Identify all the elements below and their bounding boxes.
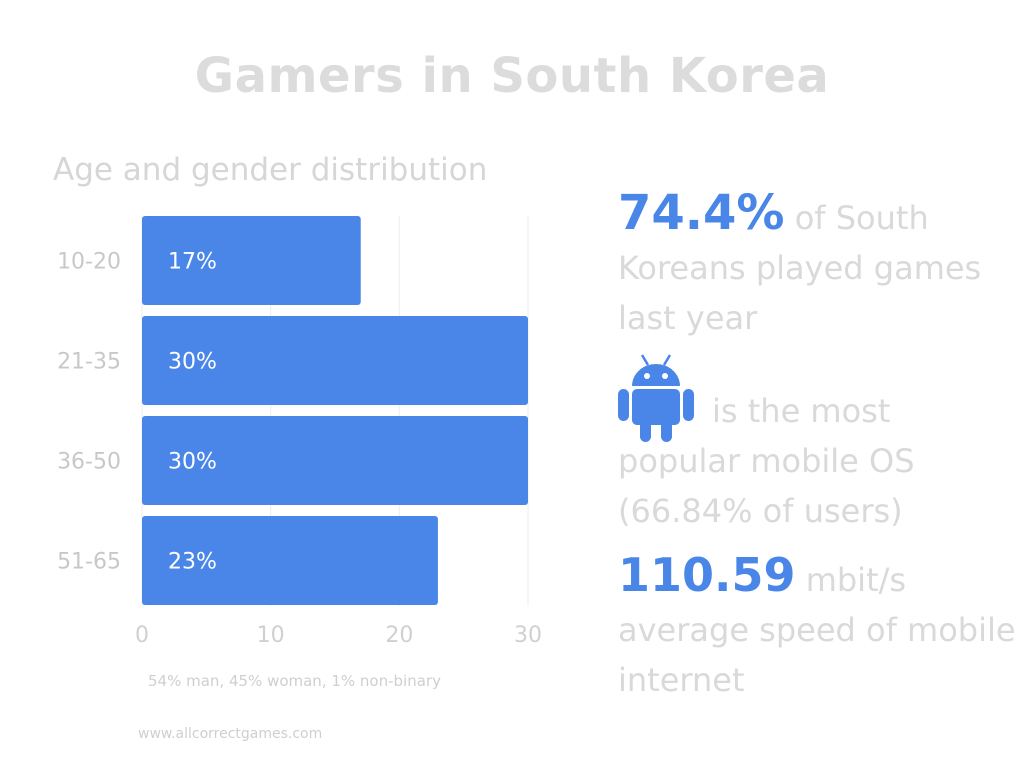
stat-android-text: is the most popular mobile OS (66.84% of… xyxy=(618,392,915,530)
footer-url[interactable]: www.allcorrectgames.com xyxy=(138,726,323,742)
android-icon xyxy=(618,352,694,442)
bar-10-20 xyxy=(142,216,361,305)
chart-subtitle: Age and gender distribution xyxy=(53,152,488,188)
page-title: Gamers in South Korea xyxy=(194,48,830,104)
category-label: 51-65 xyxy=(57,550,121,575)
category-label: 21-35 xyxy=(57,350,121,375)
stat-internet-text: mbit/s average speed of mobile internet xyxy=(618,561,1016,699)
x-tick-label: 20 xyxy=(385,623,413,648)
data-label: 17% xyxy=(168,250,217,275)
x-tick-label: 30 xyxy=(514,623,542,648)
category-label: 36-50 xyxy=(57,450,121,475)
bar-36-50 xyxy=(142,416,528,505)
stat-internet-value: 110.59 xyxy=(618,548,796,602)
stat-gamers-value: 74.4% xyxy=(618,185,785,241)
stat-internet: 110.59 mbit/s average speed of mobile in… xyxy=(618,550,1018,705)
gender-note: 54% man, 45% woman, 1% non-binary xyxy=(148,672,441,690)
x-tick-label: 10 xyxy=(257,623,285,648)
bar-21-35 xyxy=(142,316,528,405)
data-label: 23% xyxy=(168,550,217,575)
stat-android: is the most popular mobile OS (66.84% of… xyxy=(618,352,1018,536)
data-label: 30% xyxy=(168,450,217,475)
x-tick-label: 0 xyxy=(135,623,149,648)
data-label: 30% xyxy=(168,350,217,375)
stat-gamers: 74.4% of South Koreans played games last… xyxy=(618,188,1018,343)
category-label: 10-20 xyxy=(57,250,121,275)
stat-gamers-text: of South Koreans played games last year xyxy=(618,199,982,337)
bar-51-65 xyxy=(142,516,438,605)
